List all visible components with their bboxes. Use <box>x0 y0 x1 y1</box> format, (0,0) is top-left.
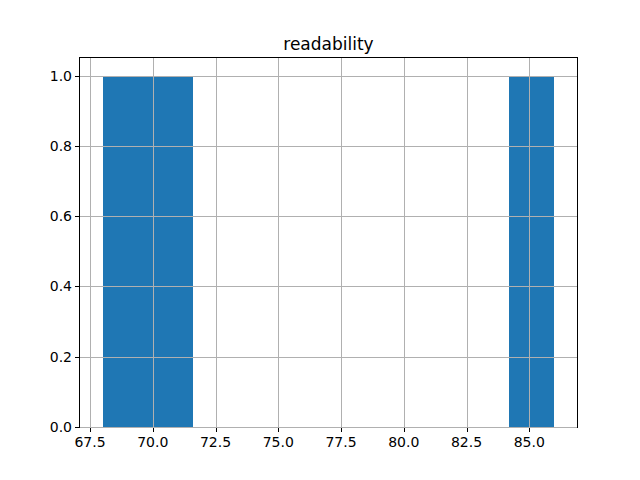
x-tick-mark <box>90 428 91 432</box>
y-gridline <box>80 216 577 217</box>
histogram-bar <box>148 76 193 427</box>
y-gridline <box>80 357 577 358</box>
y-gridline <box>80 76 577 77</box>
y-tick-mark <box>75 286 79 287</box>
y-tick-mark <box>75 146 79 147</box>
x-gridline <box>90 58 91 427</box>
y-tick-label: 0.4 <box>22 278 72 294</box>
y-gridline <box>80 146 577 147</box>
chart-title: readability <box>80 34 577 54</box>
x-gridline <box>467 58 468 427</box>
y-tick-label: 0.8 <box>22 138 72 154</box>
y-tick-mark <box>75 76 79 77</box>
x-gridline <box>529 58 530 427</box>
x-tick-label: 75.0 <box>263 434 294 450</box>
x-tick-mark <box>153 428 154 432</box>
figure: readability 67.5 70.0 72.5 75.0 77.5 80.0 82.5… <box>0 0 640 480</box>
plot-area <box>79 57 578 428</box>
x-tick-label: 70.0 <box>137 434 168 450</box>
x-tick-mark <box>467 428 468 432</box>
y-tick-mark <box>75 357 79 358</box>
y-tick-label: 0.2 <box>22 349 72 365</box>
x-tick-label: 80.0 <box>388 434 419 450</box>
x-tick-label: 85.0 <box>514 434 545 450</box>
y-tick-label: 0.6 <box>22 208 72 224</box>
x-gridline <box>404 58 405 427</box>
x-tick-label: 67.5 <box>74 434 105 450</box>
x-tick-mark <box>278 428 279 432</box>
y-gridline <box>80 286 577 287</box>
y-tick-label: 0.0 <box>22 419 72 435</box>
y-tick-mark <box>75 216 79 217</box>
y-gridline <box>80 427 577 428</box>
histogram-bar <box>509 76 554 427</box>
x-tick-mark <box>529 428 530 432</box>
y-tick-mark <box>75 427 79 428</box>
x-gridline <box>153 58 154 427</box>
x-tick-label: 77.5 <box>325 434 356 450</box>
x-gridline <box>278 58 279 427</box>
histogram-bar <box>103 76 148 427</box>
x-gridline <box>341 58 342 427</box>
x-gridline <box>216 58 217 427</box>
x-tick-label: 72.5 <box>200 434 231 450</box>
x-tick-mark <box>404 428 405 432</box>
x-tick-label: 82.5 <box>451 434 482 450</box>
x-tick-mark <box>216 428 217 432</box>
y-tick-label: 1.0 <box>22 68 72 84</box>
x-tick-mark <box>341 428 342 432</box>
